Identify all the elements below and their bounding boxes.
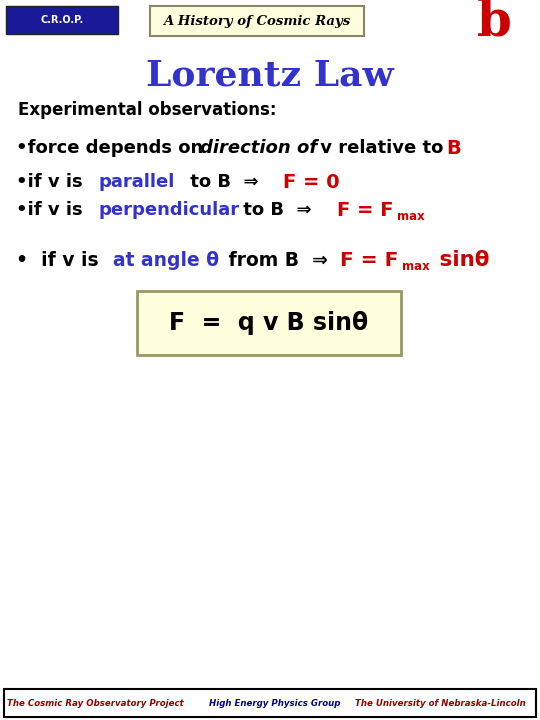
Text: B: B xyxy=(446,138,461,158)
FancyBboxPatch shape xyxy=(150,6,364,36)
Text: max: max xyxy=(402,261,430,274)
FancyBboxPatch shape xyxy=(137,291,401,355)
Text: The Cosmic Ray Observatory Project: The Cosmic Ray Observatory Project xyxy=(6,698,184,708)
FancyBboxPatch shape xyxy=(6,6,118,34)
Text: b: b xyxy=(477,0,511,47)
Text: to B  ⇒: to B ⇒ xyxy=(237,201,324,219)
Text: at angle θ: at angle θ xyxy=(113,251,219,269)
Text: v relative to: v relative to xyxy=(314,139,450,157)
Text: max: max xyxy=(397,210,425,222)
Text: F  =  q v B sinθ: F = q v B sinθ xyxy=(170,311,369,335)
Text: Experimental observations:: Experimental observations: xyxy=(18,101,276,119)
Text: F = F: F = F xyxy=(340,251,399,269)
Text: •  if v is: • if v is xyxy=(16,251,105,269)
Text: to B  ⇒: to B ⇒ xyxy=(184,173,271,191)
Text: •if v is: •if v is xyxy=(16,201,89,219)
Text: A History of Cosmic Rays: A History of Cosmic Rays xyxy=(164,14,350,27)
Text: direction of: direction of xyxy=(200,139,318,157)
Text: from B  ⇒: from B ⇒ xyxy=(222,251,341,269)
Text: F = 0: F = 0 xyxy=(283,173,340,192)
Text: parallel: parallel xyxy=(99,173,176,191)
Text: C.R.O.P.: C.R.O.P. xyxy=(40,15,84,25)
Text: •if v is: •if v is xyxy=(16,173,89,191)
Text: Lorentz Law: Lorentz Law xyxy=(146,58,394,92)
Text: F = F: F = F xyxy=(337,200,394,220)
Text: High Energy Physics Group: High Energy Physics Group xyxy=(210,698,341,708)
FancyBboxPatch shape xyxy=(4,689,536,717)
Text: perpendicular: perpendicular xyxy=(99,201,240,219)
Text: sinθ: sinθ xyxy=(432,250,489,270)
Text: •force depends on: •force depends on xyxy=(16,139,210,157)
Text: The University of Nebraska-Lincoln: The University of Nebraska-Lincoln xyxy=(355,698,525,708)
